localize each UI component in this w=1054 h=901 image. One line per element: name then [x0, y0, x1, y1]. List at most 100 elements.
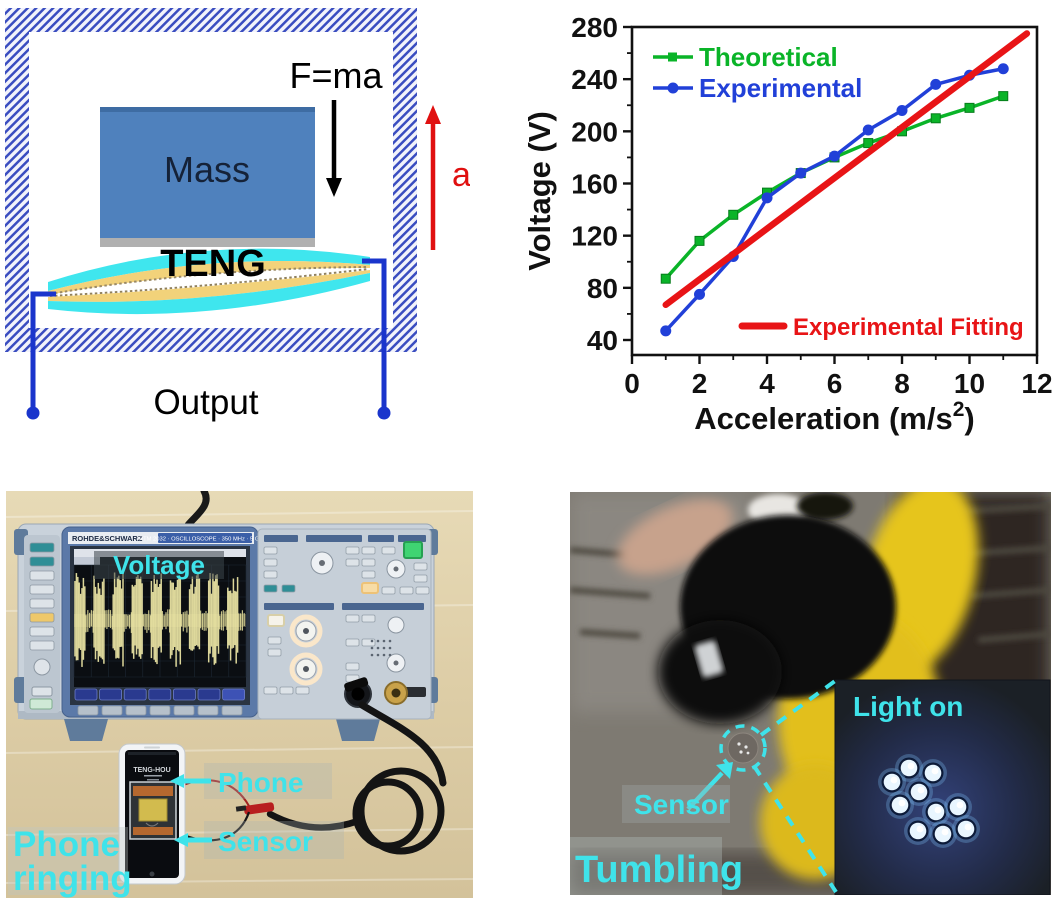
- fit-line: [662, 30, 1031, 309]
- scope-foot-right: [336, 719, 380, 741]
- caption-line1: Phone: [13, 825, 120, 864]
- scope-foot-left: [64, 719, 108, 741]
- series-experimental-marker: [829, 150, 840, 162]
- x-tick-label: 12: [1021, 368, 1052, 399]
- series-theoretical-marker: [964, 102, 975, 113]
- horizontal-knob2-center: [393, 660, 399, 666]
- probe-cable-coil-outer: [357, 767, 445, 855]
- led-highlight: [964, 823, 972, 831]
- fit-legend-label: Experimental Fitting: [793, 314, 1024, 341]
- teng-bottom-electrode: [48, 273, 370, 315]
- y-axis-title: Voltage (V): [522, 111, 557, 271]
- led-highlight: [916, 825, 924, 833]
- x-tick-label: 8: [894, 368, 910, 399]
- screen-header-tab: [74, 557, 100, 565]
- speaker-dots: [370, 639, 392, 657]
- scope-left-buttons: [29, 542, 55, 651]
- series-theoretical-marker: [728, 209, 739, 220]
- speaker-dot: [382, 646, 386, 650]
- oscilloscope-photo: ROHDE&SCHWARZ RTM 2032 · OSCILLOSCOPE · …: [6, 491, 473, 898]
- legend-marker: [668, 52, 677, 62]
- section-header-bars: [264, 535, 426, 610]
- sensor-arrowhead-icon: [174, 833, 188, 847]
- x-tick-label: 10: [954, 368, 985, 399]
- y-tick-label: 280: [571, 12, 618, 43]
- series-experimental-marker: [930, 78, 942, 90]
- sensor-arrowhead-icon: [716, 762, 733, 779]
- speaker-dot: [388, 639, 392, 643]
- sensor-film: [138, 798, 168, 822]
- callout-line-top: [759, 679, 837, 737]
- legend-label: Theoretical: [699, 42, 838, 72]
- acceleration-label: a: [452, 156, 470, 194]
- led-highlight: [956, 801, 964, 809]
- speaker-dot: [376, 639, 380, 643]
- horizontal-knob1: [387, 616, 405, 634]
- speaker-dot: [388, 653, 392, 657]
- phone-subline2: [147, 779, 159, 781]
- led-highlight: [890, 776, 898, 784]
- y-tick-label: 240: [571, 64, 618, 95]
- teng-lower-surface-texture: [49, 268, 369, 297]
- speaker-dot: [382, 639, 386, 643]
- vertical-knob1-glow: [289, 614, 323, 648]
- trigger-knob-center: [393, 566, 399, 572]
- scope-left-small-button: [31, 686, 53, 697]
- sensor-led-dots: [737, 742, 750, 755]
- caption-line2: ringing: [13, 859, 132, 898]
- schematic-panel: Mass TENG F=ma a Output: [0, 0, 470, 450]
- model-text: RTM 2032 · OSCILLOSCOPE · 350 MHz · 5 GS…: [139, 537, 271, 543]
- series-experimental-marker: [761, 192, 773, 204]
- probe-body-red: [243, 802, 275, 815]
- probe-cable-tail: [266, 810, 362, 831]
- voltage-waveform: [74, 572, 246, 667]
- screen-menu-buttons: [74, 688, 246, 701]
- speaker-dot: [370, 646, 374, 650]
- speaker-dot: [376, 646, 380, 650]
- navigation-knob-center: [319, 560, 325, 566]
- force-arrowhead-icon: [326, 178, 342, 197]
- x-axis-title: Acceleration (m/s2): [694, 398, 974, 436]
- y-tick-label: 80: [587, 273, 618, 304]
- scope-left-knob: [33, 658, 51, 676]
- led-highlight: [941, 828, 949, 836]
- probe-connector-lever: [344, 677, 369, 692]
- sensor-label: Sensor: [634, 789, 729, 820]
- phone-subline1: [144, 775, 162, 777]
- sensor-arrow-icon: [686, 771, 724, 811]
- led-highlight: [898, 799, 906, 807]
- y-tick-label: 40: [587, 325, 618, 356]
- brand-text: ROHDE&SCHWARZ: [72, 534, 143, 543]
- schematic-svg: Mass TENG F=ma a Output: [5, 8, 470, 422]
- probe-plug: [351, 687, 365, 701]
- series-theoretical-marker: [694, 235, 705, 246]
- output-wire-left: [30, 291, 56, 407]
- led-highlight: [907, 762, 915, 770]
- output-terminal-left: [26, 406, 40, 420]
- series-theoretical-marker: [998, 91, 1009, 102]
- output-terminal-right: [377, 406, 391, 420]
- voltage-waveform-label: Voltage: [113, 550, 205, 580]
- teng-bottom-film: [48, 270, 370, 302]
- series-theoretical-marker: [930, 113, 941, 124]
- tumbling-caption: Tumbling: [575, 849, 743, 891]
- series-experimental-marker: [896, 104, 908, 116]
- scope-power-button: [29, 698, 53, 710]
- sensor-bottom-copper: [133, 827, 173, 835]
- y-tick-label: 160: [571, 169, 618, 200]
- led-highlight: [934, 806, 942, 814]
- sensor-callout-circle: [719, 724, 767, 772]
- teng-upper-surface-texture: [49, 266, 369, 295]
- x-tick-label: 0: [624, 368, 640, 399]
- y-tick-label: 120: [571, 221, 618, 252]
- sensor-top-copper: [133, 786, 173, 796]
- phone-earpiece: [144, 746, 160, 749]
- plot-frame: [630, 25, 1039, 357]
- phone-statusbar: [128, 752, 176, 755]
- speaker-dot: [370, 653, 374, 657]
- callout-line-bottom: [752, 764, 838, 894]
- x-tick-label: 6: [827, 368, 843, 399]
- y-tick-label: 200: [571, 116, 618, 147]
- series-experimental-marker: [997, 63, 1009, 75]
- light-on-label: Light on: [853, 691, 963, 722]
